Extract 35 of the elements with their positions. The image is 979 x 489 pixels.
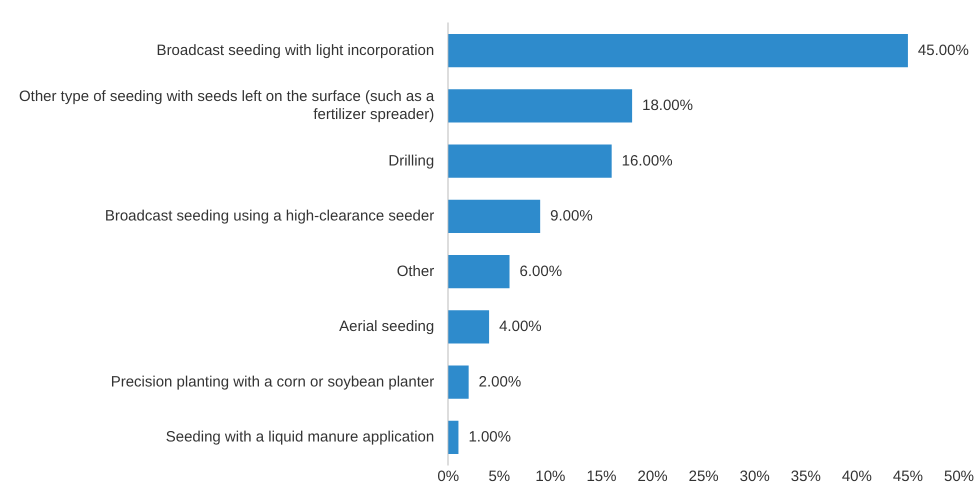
bar (448, 144, 612, 178)
y-tick-label: Other type of seeding with seeds left on the surface (such as a fertilizer spreader) (19, 88, 435, 124)
bar (448, 34, 908, 68)
x-tick-label: 25% (688, 468, 719, 486)
x-tick-label: 20% (638, 468, 668, 486)
x-tick-label: 50% (944, 468, 974, 486)
data-label: 4.00% (499, 318, 542, 336)
x-tick-label: 10% (535, 468, 566, 486)
x-tick-label: 35% (790, 468, 821, 486)
data-label: 9.00% (550, 208, 593, 225)
data-label: 16.00% (622, 152, 673, 170)
x-tick-label: 15% (586, 468, 616, 486)
bar (448, 366, 469, 399)
bar (448, 89, 632, 122)
bar (448, 420, 458, 454)
bar (448, 255, 510, 288)
x-tick-label: 45% (892, 468, 923, 486)
data-label: 45.00% (918, 42, 969, 59)
y-tick-label: Precision planting with a corn or soybean planter (110, 373, 434, 390)
data-label: 6.00% (520, 262, 562, 280)
data-label: 2.00% (478, 373, 522, 390)
x-tick-label: 30% (740, 468, 770, 486)
y-tick-label: Broadcast seeding using a high-clearance seeder (104, 208, 434, 225)
data-label: 1.00% (468, 428, 511, 446)
y-tick-label: Other (396, 262, 434, 280)
y-tick-label: Broadcast seeding with light incorporation (156, 42, 434, 59)
y-tick-label: Seeding with a liquid manure application (166, 428, 434, 446)
y-tick-label: Aerial seeding (339, 318, 434, 336)
y-tick-label: Drilling (388, 152, 434, 170)
x-tick-label: 40% (842, 468, 872, 486)
bar (448, 200, 540, 233)
bar (448, 310, 490, 344)
x-tick-label: 0% (437, 468, 460, 486)
data-label: 18.00% (642, 97, 693, 114)
x-tick-label: 5% (488, 468, 510, 486)
